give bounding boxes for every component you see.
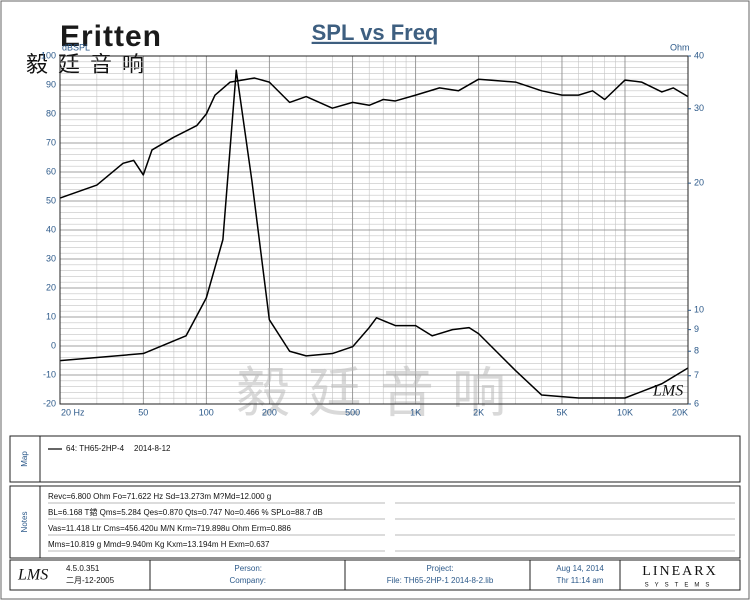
x-tick-label: 5K bbox=[556, 407, 567, 417]
y-tick-label: 10 bbox=[46, 311, 56, 321]
y2-tick-label: 30 bbox=[694, 103, 704, 113]
y2-tick-label: 9 bbox=[694, 324, 699, 334]
x-tick-label: 2K bbox=[473, 407, 484, 417]
x-tick-label: 20 Hz bbox=[61, 407, 85, 417]
map-label: Map bbox=[20, 451, 29, 467]
map-panel bbox=[9, 435, 741, 483]
y2-tick-label: 8 bbox=[694, 346, 699, 356]
software: LMS bbox=[17, 567, 48, 584]
y-tick-label: -20 bbox=[43, 398, 56, 408]
grid bbox=[59, 55, 689, 405]
y-tick-label: 30 bbox=[46, 253, 56, 263]
y-axis-label: dBSPL bbox=[62, 42, 90, 52]
y2-tick-label: 20 bbox=[694, 178, 704, 188]
chart-title: SPL vs Freq bbox=[312, 20, 439, 45]
y-tick-label: 0 bbox=[51, 340, 56, 350]
brand: LINEARX bbox=[642, 564, 717, 579]
logo: Eritten bbox=[60, 20, 162, 53]
person: Person: bbox=[234, 564, 262, 573]
y2-tick-label: 6 bbox=[694, 398, 699, 408]
curve bbox=[59, 69, 689, 399]
plot bbox=[59, 69, 689, 399]
x-tick-label: 1K bbox=[410, 407, 421, 417]
note-line: Vas=11.418 Ltr Cms=456.420u M/N Krm=719.… bbox=[48, 524, 292, 533]
x-tick-label: 200 bbox=[262, 407, 277, 417]
x-tick-label: 500 bbox=[345, 407, 360, 417]
notes: Revc=6.800 Ohm Fo=71.622 Hz Sd=13.273m M… bbox=[48, 492, 735, 552]
x-tick-label: 10K bbox=[617, 407, 633, 417]
y2-tick-label: 7 bbox=[694, 370, 699, 380]
time: Thr 11:14 am bbox=[557, 576, 604, 585]
y-tick-label: 60 bbox=[46, 166, 56, 176]
note-line: Revc=6.800 Ohm Fo=71.622 Hz Sd=13.273m M… bbox=[48, 492, 271, 501]
y2-tick-label: 10 bbox=[694, 305, 704, 315]
notes-label: Notes bbox=[20, 512, 29, 533]
x-tick-label: 20K bbox=[672, 407, 688, 417]
y-tick-label: 90 bbox=[46, 79, 56, 89]
brand-sub: SYSTEMS bbox=[645, 583, 716, 589]
x-tick-label: 100 bbox=[199, 407, 214, 417]
project: Project: bbox=[426, 564, 453, 573]
y2-tick-label: 40 bbox=[694, 50, 704, 60]
y-tick-label: 70 bbox=[46, 137, 56, 147]
legend-date: 2014-8-12 bbox=[134, 444, 171, 453]
y-tick-label: 50 bbox=[46, 195, 56, 205]
y-tick-label: 80 bbox=[46, 108, 56, 118]
y-tick-label: 100 bbox=[41, 50, 56, 60]
y-tick-label: -10 bbox=[43, 369, 56, 379]
note-line: Mms=10.819 g Mmd=9.940m Kg Kxm=13.194m H… bbox=[48, 540, 270, 549]
version: 4.5.0.351 bbox=[66, 564, 100, 573]
version-date: 二月-12-2005 bbox=[66, 576, 115, 585]
y-tick-label: 40 bbox=[46, 224, 56, 234]
x-tick-label: 50 bbox=[138, 407, 148, 417]
legend-entry: 64: TH65-2HP-4 bbox=[66, 444, 125, 453]
plot-frame bbox=[59, 55, 689, 405]
curve bbox=[59, 77, 689, 199]
footer bbox=[9, 559, 741, 591]
y-tick-label: 20 bbox=[46, 282, 56, 292]
company: Company: bbox=[230, 576, 266, 585]
date: Aug 14, 2014 bbox=[556, 564, 604, 573]
plot-logo: LMS bbox=[652, 383, 683, 400]
file: File: TH65-2HP-1 2014-8-2.lib bbox=[387, 576, 494, 585]
y2-axis-label: Ohm bbox=[670, 42, 690, 52]
note-line: BL=6.168 T鍣 Qms=5.284 Qes=0.870 Qts=0.74… bbox=[48, 507, 323, 517]
notes-panel bbox=[9, 485, 741, 559]
watermark: 毅廷音响 bbox=[236, 363, 524, 423]
